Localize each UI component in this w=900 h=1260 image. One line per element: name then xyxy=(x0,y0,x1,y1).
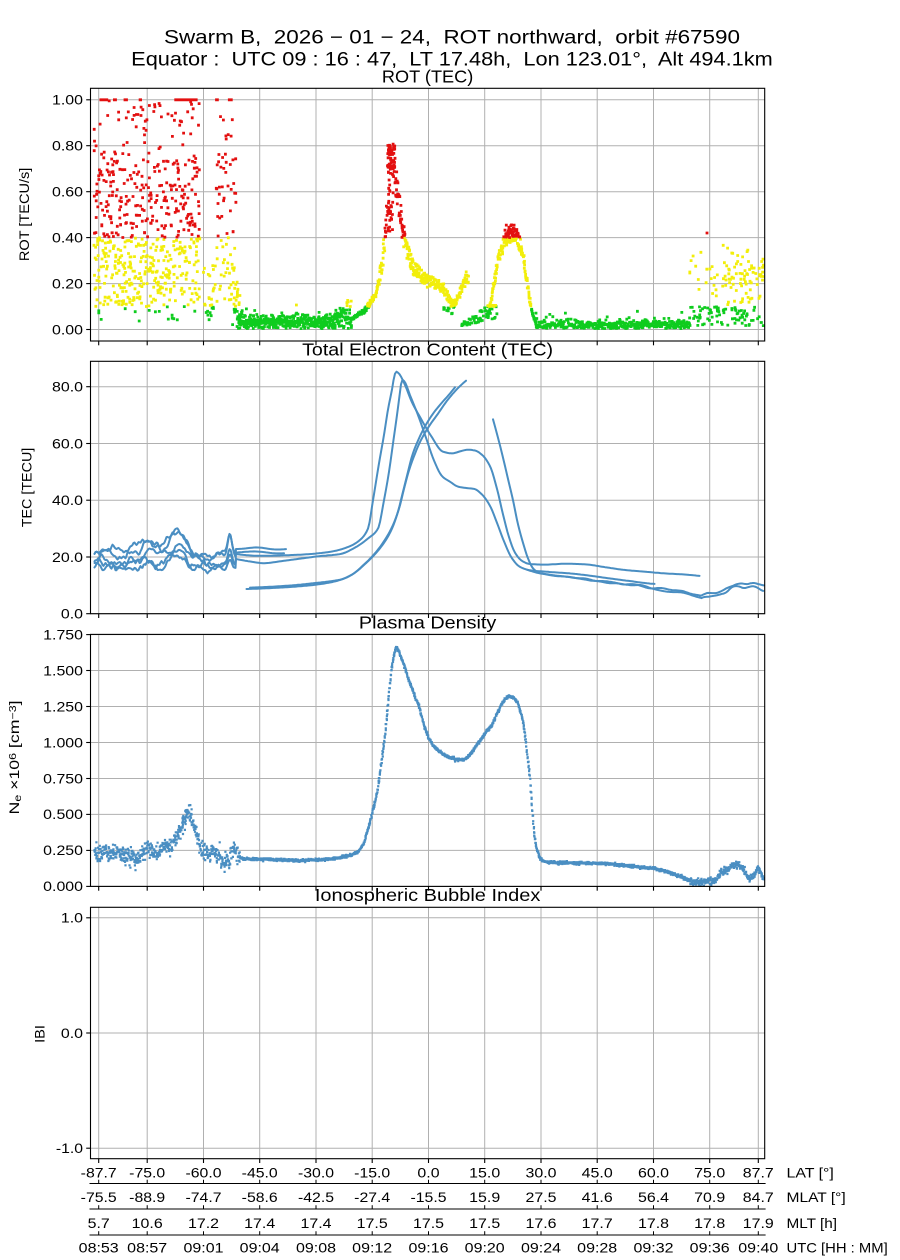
svg-text:41.6: 41.6 xyxy=(582,1189,613,1205)
svg-text:1.250: 1.250 xyxy=(43,698,83,714)
svg-text:-88.9: -88.9 xyxy=(129,1189,165,1205)
svg-text:60.0: 60.0 xyxy=(638,1165,669,1181)
svg-text:17.4: 17.4 xyxy=(244,1215,275,1231)
svg-text:ROT (TEC): ROT (TEC) xyxy=(382,67,473,87)
svg-text:20.0: 20.0 xyxy=(52,549,83,565)
svg-text:IBI: IBI xyxy=(32,1025,48,1043)
svg-text:45.0: 45.0 xyxy=(582,1165,613,1181)
svg-text:MLT [h]: MLT [h] xyxy=(787,1215,838,1231)
svg-text:1.500: 1.500 xyxy=(43,662,83,678)
svg-text:75.0: 75.0 xyxy=(694,1165,725,1181)
svg-text:17.4: 17.4 xyxy=(301,1215,332,1231)
svg-text:Swarm B, 2026 − 01 − 24, ROT: Swarm B, 2026 − 01 − 24, ROT northward, … xyxy=(164,28,740,49)
svg-text:09:04: 09:04 xyxy=(240,1240,280,1256)
svg-text:08:57: 08:57 xyxy=(127,1240,167,1256)
svg-text:Equator : UTC 09 : 16 : 47,: Equator : UTC 09 : 16 : 47, LT 17.48h, L… xyxy=(131,50,773,71)
svg-text:09:32: 09:32 xyxy=(634,1240,674,1256)
svg-text:-75.5: -75.5 xyxy=(81,1189,117,1205)
svg-text:1.0: 1.0 xyxy=(61,910,83,926)
svg-text:0.0: 0.0 xyxy=(61,606,83,622)
svg-text:-42.5: -42.5 xyxy=(298,1189,334,1205)
svg-text:-1.0: -1.0 xyxy=(56,1140,83,1156)
svg-text:LAT [°]: LAT [°] xyxy=(787,1165,834,1181)
svg-text:ROT [TECU/s]: ROT [TECU/s] xyxy=(16,168,32,261)
svg-text:0.000: 0.000 xyxy=(43,878,83,894)
svg-text:0.80: 0.80 xyxy=(52,138,83,154)
svg-text:0.40: 0.40 xyxy=(52,229,83,245)
svg-text:09:01: 09:01 xyxy=(184,1240,224,1256)
svg-text:0.0: 0.0 xyxy=(417,1165,439,1181)
svg-text:-60.0: -60.0 xyxy=(186,1165,222,1181)
svg-text:30.0: 30.0 xyxy=(526,1165,557,1181)
svg-text:27.5: 27.5 xyxy=(526,1189,557,1205)
svg-text:08:53: 08:53 xyxy=(79,1240,119,1256)
svg-text:-27.4: -27.4 xyxy=(354,1189,390,1205)
svg-text:17.8: 17.8 xyxy=(694,1215,725,1231)
svg-text:40.0: 40.0 xyxy=(52,492,83,508)
svg-text:09:12: 09:12 xyxy=(352,1240,392,1256)
svg-text:0.750: 0.750 xyxy=(43,770,83,786)
svg-text:60.0: 60.0 xyxy=(52,435,83,451)
svg-text:09:20: 09:20 xyxy=(465,1240,505,1256)
svg-text:Ionospheric Bubble Index: Ionospheric Bubble Index xyxy=(315,885,541,905)
svg-text:10.6: 10.6 xyxy=(132,1215,163,1231)
svg-text:-75.0: -75.0 xyxy=(129,1165,165,1181)
svg-text:87.7: 87.7 xyxy=(743,1165,774,1181)
svg-text:TEC [TECU]: TEC [TECU] xyxy=(19,448,35,528)
svg-text:09:24: 09:24 xyxy=(521,1240,561,1256)
svg-text:-58.6: -58.6 xyxy=(242,1189,278,1205)
svg-text:84.7: 84.7 xyxy=(743,1189,774,1205)
svg-text:1.000: 1.000 xyxy=(43,734,83,750)
svg-text:0.60: 0.60 xyxy=(52,184,83,200)
svg-text:17.5: 17.5 xyxy=(357,1215,388,1231)
svg-text:0.00: 0.00 xyxy=(52,321,83,337)
svg-text:5.7: 5.7 xyxy=(88,1215,110,1231)
svg-text:09:28: 09:28 xyxy=(577,1240,617,1256)
svg-text:17.5: 17.5 xyxy=(413,1215,444,1231)
svg-text:17.5: 17.5 xyxy=(469,1215,500,1231)
svg-text:Total Electron Content (TEC): Total Electron Content (TEC) xyxy=(302,340,553,360)
svg-text:09:16: 09:16 xyxy=(409,1240,449,1256)
svg-text:17.8: 17.8 xyxy=(638,1215,669,1231)
svg-text:-15.5: -15.5 xyxy=(411,1189,447,1205)
svg-text:UTC [HH : MM]: UTC [HH : MM] xyxy=(787,1240,888,1256)
svg-text:80.0: 80.0 xyxy=(52,379,83,395)
svg-text:17.9: 17.9 xyxy=(743,1215,774,1231)
svg-text:70.9: 70.9 xyxy=(694,1189,725,1205)
svg-text:Ne ×106 [cm−3]: Ne ×106 [cm−3] xyxy=(6,701,24,815)
svg-text:56.4: 56.4 xyxy=(638,1189,669,1205)
svg-text:-87.7: -87.7 xyxy=(81,1165,117,1181)
svg-text:1.00: 1.00 xyxy=(52,92,83,108)
svg-text:-15.0: -15.0 xyxy=(354,1165,390,1181)
svg-text:0.250: 0.250 xyxy=(43,842,83,858)
svg-text:09:40: 09:40 xyxy=(738,1240,778,1256)
svg-text:17.6: 17.6 xyxy=(526,1215,557,1231)
svg-text:15.9: 15.9 xyxy=(469,1189,500,1205)
svg-text:-74.7: -74.7 xyxy=(186,1189,222,1205)
svg-text:15.0: 15.0 xyxy=(469,1165,500,1181)
svg-text:09:08: 09:08 xyxy=(296,1240,336,1256)
svg-text:-45.0: -45.0 xyxy=(242,1165,278,1181)
svg-text:-30.0: -30.0 xyxy=(298,1165,334,1181)
svg-text:17.7: 17.7 xyxy=(582,1215,613,1231)
svg-text:0.20: 0.20 xyxy=(52,275,83,291)
svg-text:Plasma Density: Plasma Density xyxy=(359,613,497,633)
svg-text:1.750: 1.750 xyxy=(43,626,83,642)
svg-text:0.0: 0.0 xyxy=(61,1025,83,1041)
svg-text:0.500: 0.500 xyxy=(43,806,83,822)
svg-text:17.2: 17.2 xyxy=(188,1215,219,1231)
svg-text:09:36: 09:36 xyxy=(690,1240,730,1256)
svg-text:MLAT [°]: MLAT [°] xyxy=(787,1189,846,1205)
